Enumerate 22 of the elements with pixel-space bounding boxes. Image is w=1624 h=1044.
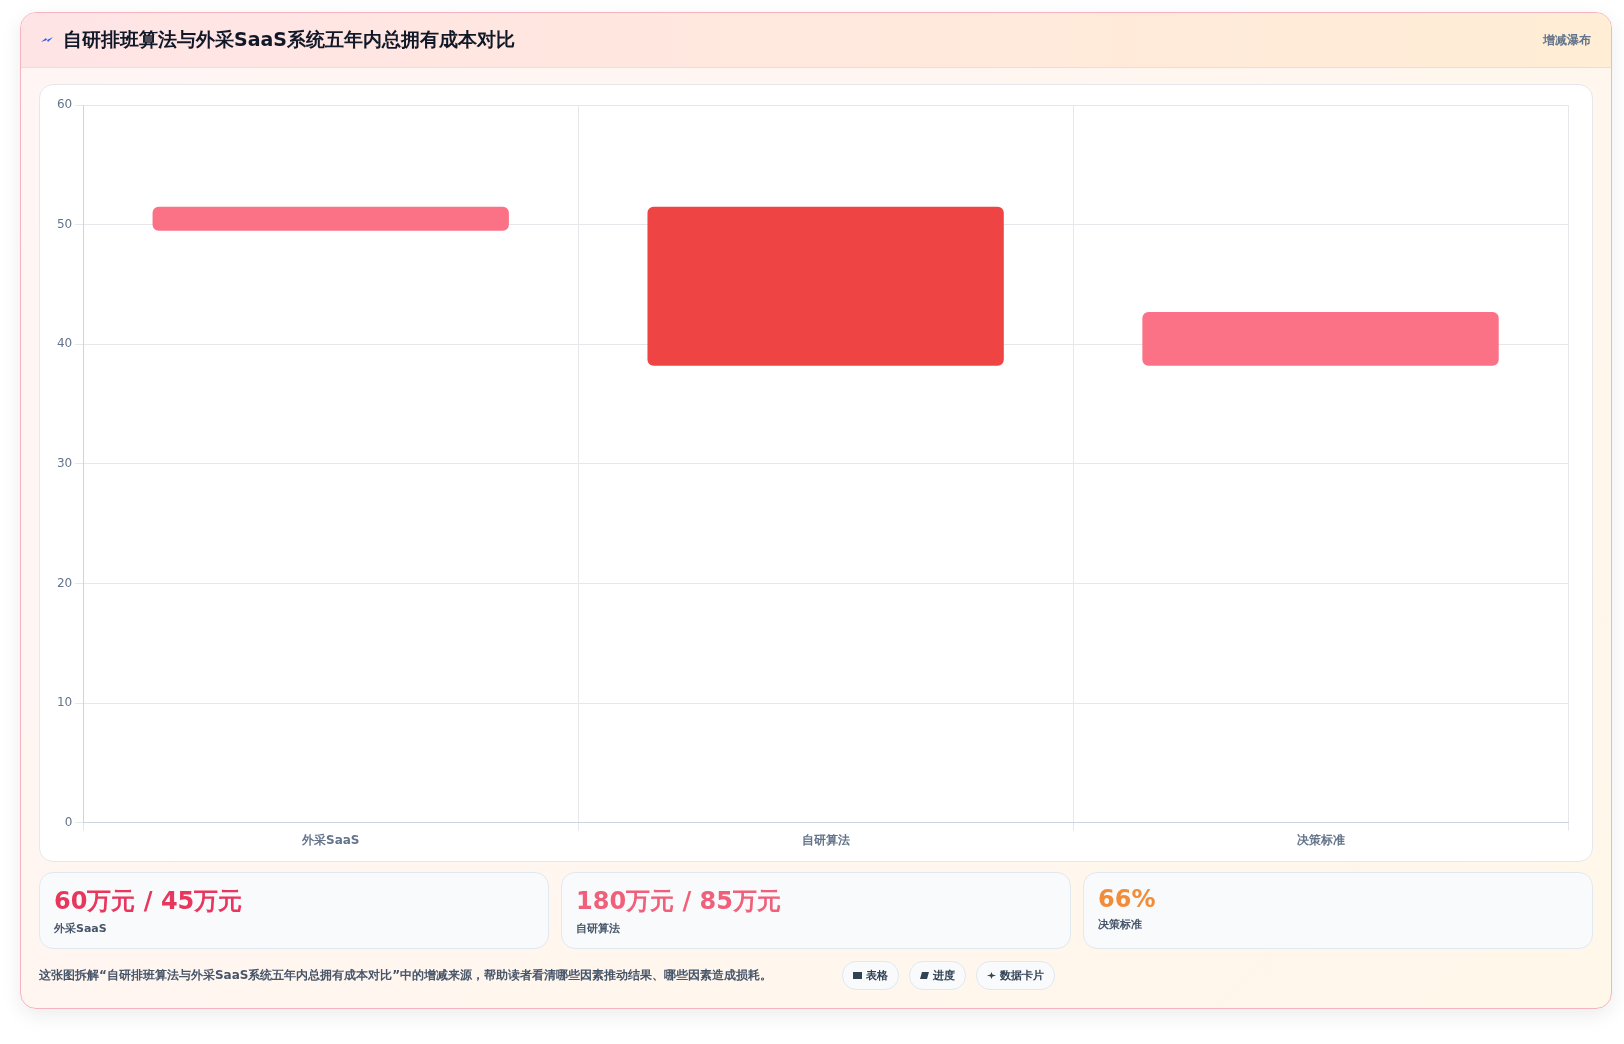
y-tick-label: 0 bbox=[64, 814, 73, 829]
y-tick-label: 10 bbox=[56, 695, 73, 710]
y-tick-label: 30 bbox=[56, 456, 73, 471]
chart-subtitle: 增减瀑布 bbox=[1543, 31, 1591, 49]
y-tick-label: 60 bbox=[56, 97, 73, 112]
text: 外采SaaS bbox=[54, 921, 108, 936]
y-tick-label: 50 bbox=[56, 216, 73, 231]
x-tick-label: 决策标准 bbox=[1296, 832, 1345, 847]
x-tick-label: 自研算法 bbox=[801, 832, 850, 847]
y-tick-label: 20 bbox=[56, 575, 73, 590]
text: 这张图拆解“自研排班算法与外采SaaS系统五年内总拥有成本对比”中的增减来源，帮助读者看清哪些因素推动结果、哪些因素造成损耗。 bbox=[39, 967, 773, 984]
chart-title: 自研排班算法与外采SaaS系统五年内总拥有成本对比 bbox=[63, 27, 516, 52]
y-tick-label: 40 bbox=[56, 336, 73, 351]
text: 进度 bbox=[909, 961, 967, 990]
text: 180万元 / 85万元 bbox=[576, 886, 782, 917]
text: 自研算法 bbox=[576, 921, 621, 936]
text: 决策标准 bbox=[1098, 917, 1143, 932]
text: 表格 bbox=[842, 961, 900, 990]
x-tick-label: 外采SaaS bbox=[300, 832, 360, 847]
text: 60万元 / 45万元 bbox=[54, 886, 244, 917]
text: 66% bbox=[1098, 885, 1157, 913]
text: 数据卡片 bbox=[976, 961, 1056, 990]
